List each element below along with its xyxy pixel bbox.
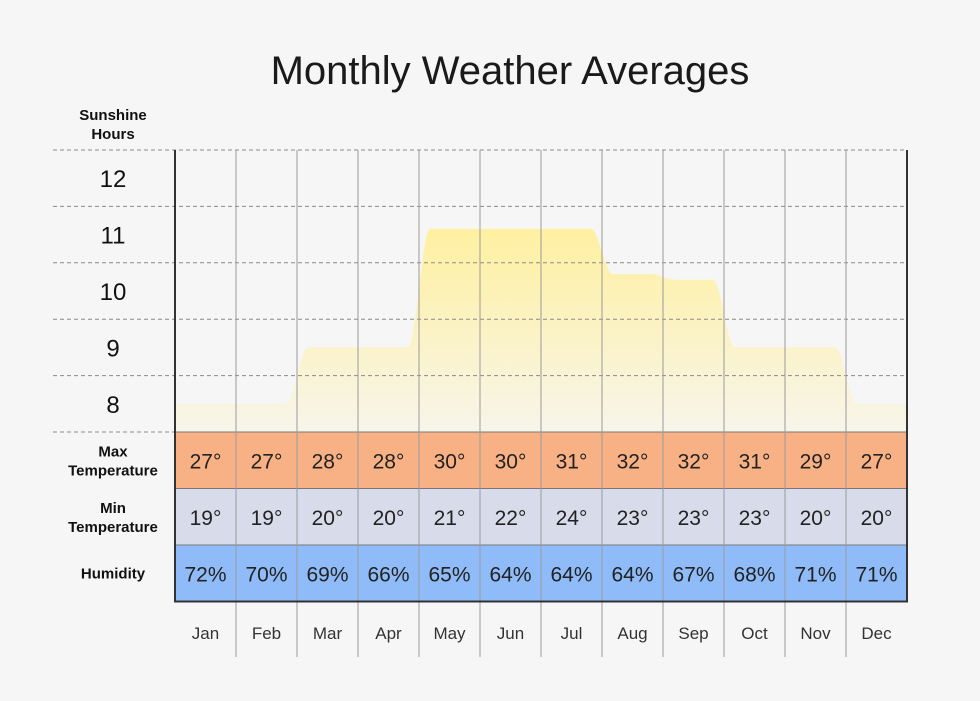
table-cell-value: 27° — [190, 450, 222, 473]
chart-title: Monthly Weather Averages — [271, 49, 750, 93]
table-cell-value: 23° — [739, 507, 771, 530]
table-cell-value: 32° — [617, 450, 649, 473]
table-cell-value: 21° — [434, 507, 466, 530]
table-row-label: Min Temperature — [68, 500, 158, 536]
table-cell-value: 32° — [678, 450, 710, 473]
table-cell-value: 23° — [678, 507, 710, 530]
x-tick-label: Aug — [617, 624, 647, 643]
table-cell-value: 70% — [245, 563, 287, 586]
table-cell-value: 71% — [855, 563, 897, 586]
table-cell-value: 72% — [184, 563, 226, 586]
table-cell-value: 19° — [251, 507, 283, 530]
y-tick-label: 9 — [106, 335, 119, 362]
y-tick-label: 12 — [100, 166, 127, 193]
x-tick-label: Sep — [678, 624, 708, 643]
x-tick-label: Apr — [375, 624, 402, 643]
table-cell-value: 19° — [190, 507, 222, 530]
table-cell-value: 67% — [672, 563, 714, 586]
y-tick-label: 8 — [106, 392, 119, 419]
table-cell-value: 69% — [306, 563, 348, 586]
table-cell-value: 30° — [495, 450, 527, 473]
table-cell-value: 27° — [861, 450, 893, 473]
table-cell-value: 64% — [550, 563, 592, 586]
table-cell-value: 22° — [495, 507, 527, 530]
table-cell-value: 66% — [367, 563, 409, 586]
table-cell-value: 28° — [312, 450, 344, 473]
table-row-label-line: Max — [98, 443, 128, 460]
table-cell-value: 71% — [794, 563, 836, 586]
x-tick-label: May — [433, 624, 466, 643]
x-tick-label: Dec — [861, 624, 892, 643]
table-row-label-line: Temperature — [68, 519, 158, 536]
table-cell-value: 27° — [251, 450, 283, 473]
x-tick-label: Jan — [192, 624, 219, 643]
x-tick-label: Oct — [741, 624, 768, 643]
table-row-label: Humidity — [81, 565, 146, 582]
table-cell-value: 31° — [739, 450, 771, 473]
table-cell-value: 68% — [733, 563, 775, 586]
table-cell-value: 65% — [428, 563, 470, 586]
x-tick-label: Mar — [313, 624, 343, 643]
table-cell-value: 29° — [800, 450, 832, 473]
y-axis-label-line: Hours — [91, 126, 134, 143]
table-row-label-line: Humidity — [81, 565, 146, 582]
y-tick-label: 10 — [100, 279, 127, 306]
table-cell-value: 64% — [611, 563, 653, 586]
table-cell-value: 20° — [800, 507, 832, 530]
y-axis-label: Sunshine Hours — [79, 107, 147, 143]
table-cell-value: 24° — [556, 507, 588, 530]
y-axis-label-line: Sunshine — [79, 107, 147, 124]
x-tick-label: Feb — [252, 624, 281, 643]
x-tick-label: Jul — [561, 624, 583, 643]
table-cell-value: 20° — [373, 507, 405, 530]
table-row-label-line: Temperature — [68, 462, 158, 479]
table-cell-value: 20° — [861, 507, 893, 530]
table-cell-value: 64% — [489, 563, 531, 586]
table-cell-value: 31° — [556, 450, 588, 473]
table-row-label: Max Temperature — [68, 443, 158, 479]
table-cell-value: 30° — [434, 450, 466, 473]
table-cell-value: 20° — [312, 507, 344, 530]
table-cell-value: 28° — [373, 450, 405, 473]
table-cell-value: 23° — [617, 507, 649, 530]
x-tick-label: Nov — [800, 624, 831, 643]
table-row-label-line: Min — [100, 500, 126, 517]
x-tick-label: Jun — [497, 624, 524, 643]
y-tick-label: 11 — [101, 223, 126, 250]
